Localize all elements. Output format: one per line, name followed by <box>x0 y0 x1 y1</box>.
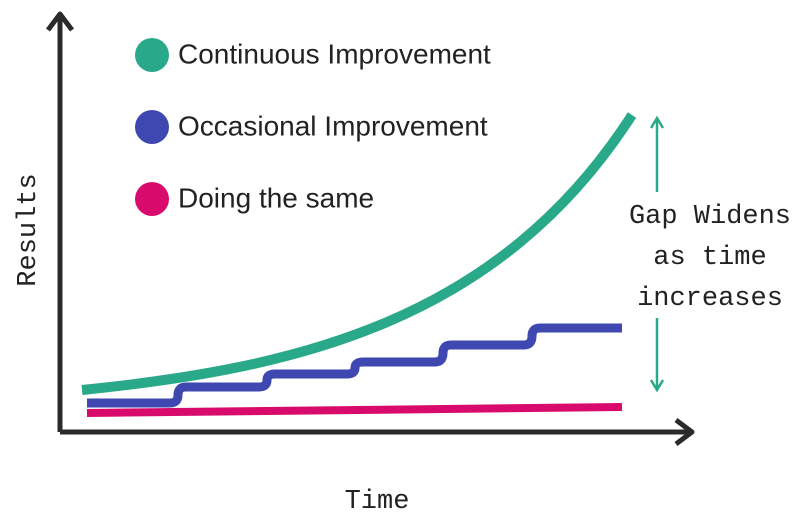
occasional-steps <box>87 323 622 408</box>
x-arrow <box>674 418 695 446</box>
annotation-line: increases <box>637 284 783 314</box>
legend-dot <box>135 182 169 216</box>
legend-dot <box>135 38 169 72</box>
x-axis-label: Time <box>345 487 410 517</box>
legend-label: Doing the same <box>178 182 374 213</box>
same-line <box>86 403 623 417</box>
annotation-line: as time <box>653 243 766 273</box>
gap-arrow-bottom <box>649 318 665 393</box>
continuous-curve <box>81 112 637 395</box>
gap-arrow <box>649 115 665 393</box>
legend-label: Occasional Improvement <box>178 110 488 141</box>
annotation-line: Gap Widens <box>629 202 791 232</box>
gap-arrow-top <box>649 115 665 192</box>
legend-dot <box>135 110 169 144</box>
y-axis-label: Results <box>14 173 44 286</box>
y-arrow <box>46 11 74 32</box>
legend-label: Continuous Improvement <box>178 38 491 69</box>
